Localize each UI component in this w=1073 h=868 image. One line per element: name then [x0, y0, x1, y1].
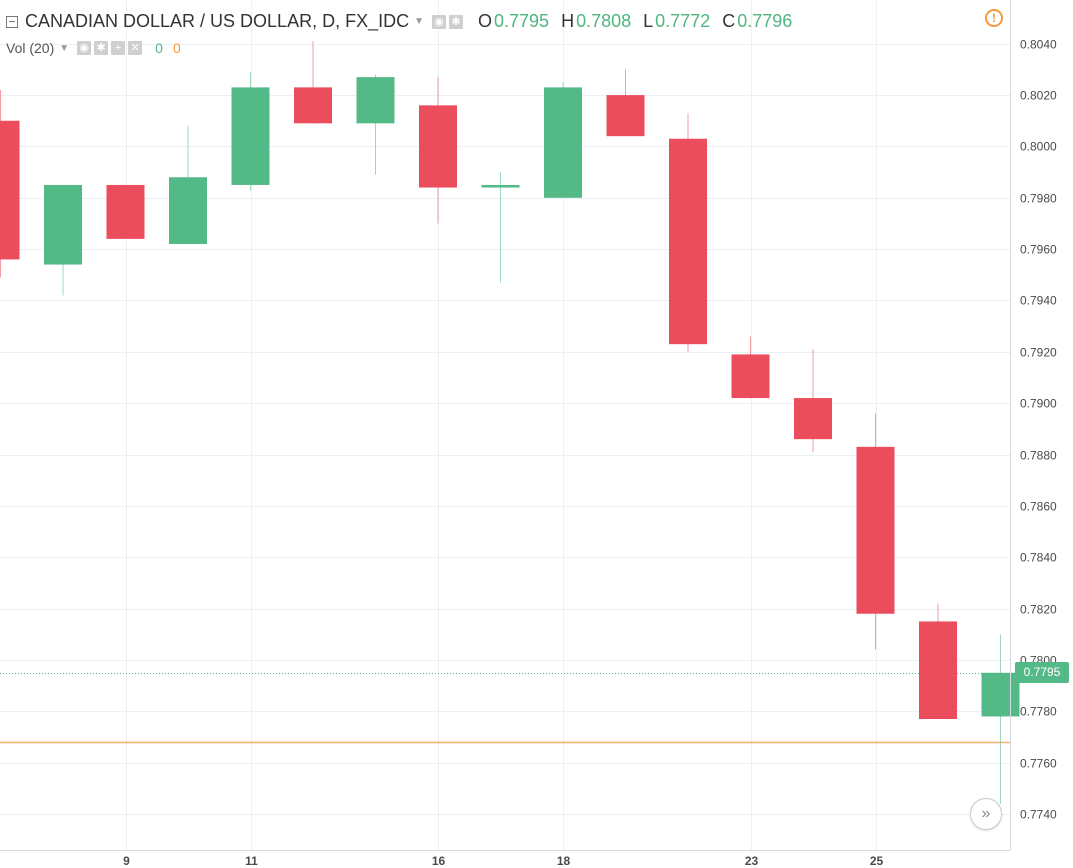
symbol-title[interactable]: CANADIAN DOLLAR / US DOLLAR, D, FX_IDC [25, 11, 410, 31]
candle [669, 113, 707, 352]
eye-icon[interactable]: ◉ [77, 41, 92, 55]
candle-body [919, 621, 957, 720]
candle-body [606, 95, 645, 137]
candle [106, 184, 145, 239]
chart-legend: CANADIAN DOLLAR / US DOLLAR, D, FX_IDC ▼… [0, 0, 1010, 62]
volume-legend-row: Vol (20) ▼ ◉ ✱ + ✕ 0 0 [6, 40, 181, 56]
time-tick-label: 9 [123, 854, 130, 868]
eye-icon[interactable]: ◉ [432, 14, 446, 29]
time-tick-label: 25 [870, 854, 884, 868]
chevron-down-icon[interactable]: ▼ [59, 42, 70, 54]
high-label: H [561, 11, 575, 31]
price-tick-label: 0.7980 [1020, 192, 1057, 206]
price-tick-label: 0.7840 [1020, 551, 1057, 565]
price-tick-label: 0.7880 [1020, 449, 1057, 463]
candle-body [419, 105, 457, 188]
candle-body [44, 184, 82, 265]
candle [794, 349, 832, 452]
candle-body [231, 87, 270, 185]
candle [419, 77, 457, 224]
candle [294, 41, 332, 124]
candle [919, 603, 957, 720]
price-tick-label: 0.7960 [1020, 243, 1057, 257]
candle [731, 336, 770, 399]
candle-body [106, 184, 145, 239]
gear-icon[interactable]: ✱ [94, 41, 109, 55]
candle-body [481, 184, 520, 188]
price-tick-label: 0.7860 [1020, 500, 1057, 514]
low-value: 0.7772 [655, 11, 711, 31]
time-tick-label: 18 [557, 854, 571, 868]
candle [44, 184, 82, 296]
time-tick-label: 23 [745, 854, 759, 868]
time-tick-label: 11 [245, 854, 258, 868]
last-price-label: 0.7795 [1015, 662, 1069, 683]
candle-body [856, 446, 895, 614]
plus-icon[interactable]: + [111, 41, 126, 55]
high-value: 0.7808 [576, 11, 632, 31]
candle [356, 74, 395, 175]
chevron-down-icon[interactable]: ▼ [414, 16, 424, 27]
candle-body [169, 177, 207, 245]
time-tick-label: 16 [432, 854, 446, 868]
open-value: 0.7795 [494, 11, 550, 31]
candle-body [356, 77, 395, 124]
volume-value: 0 [155, 40, 163, 56]
candle [856, 413, 895, 650]
close-label: C [722, 11, 736, 31]
close-icon[interactable]: ✕ [128, 41, 143, 55]
candle [231, 71, 270, 191]
candle-body [544, 87, 582, 198]
volume-ma-value: 0 [172, 40, 181, 56]
price-tick-label: 0.8000 [1020, 140, 1057, 154]
candle-body [294, 87, 332, 124]
candle [169, 125, 207, 245]
candle [0, 89, 20, 278]
candle-body [981, 672, 1020, 717]
price-tick-label: 0.7760 [1020, 757, 1057, 771]
reference-lines [0, 673, 1010, 744]
time-axis: 9 11 16 18 23 25 [0, 850, 1010, 868]
candle-body [0, 120, 20, 260]
price-tick-label: 0.7900 [1020, 397, 1057, 411]
close-value: 0.7796 [737, 11, 793, 31]
candle [544, 82, 582, 198]
gear-icon[interactable]: ✱ [449, 14, 463, 29]
symbol-legend-row: CANADIAN DOLLAR / US DOLLAR, D, FX_IDC ▼… [6, 11, 792, 32]
price-tick-label: 0.7920 [1020, 346, 1057, 360]
double-chevron-right-icon[interactable]: » [970, 798, 1002, 830]
volume-indicator-label[interactable]: Vol (20) [6, 40, 55, 56]
candle-body [731, 354, 770, 399]
collapse-icon[interactable] [6, 15, 18, 28]
candle [606, 69, 645, 137]
price-tick-label: 0.8040 [1020, 38, 1057, 52]
candles [0, 41, 1020, 804]
price-axis: 0.8040 0.8020 0.8000 0.7980 0.7960 0.7940 0.79… [1010, 0, 1057, 850]
candle [981, 634, 1020, 804]
price-tick-label: 0.8020 [1020, 89, 1057, 103]
candle-body [669, 138, 707, 345]
open-label: O [478, 11, 493, 31]
price-tick-label: 0.7820 [1020, 603, 1057, 617]
candle-body [794, 398, 832, 440]
low-label: L [643, 11, 654, 31]
price-tick-label: 0.7740 [1020, 808, 1057, 822]
candle [481, 172, 520, 283]
price-tick-label: 0.7940 [1020, 294, 1057, 308]
price-tick-label: 0.7780 [1020, 705, 1057, 719]
chart-grid [0, 0, 1010, 850]
